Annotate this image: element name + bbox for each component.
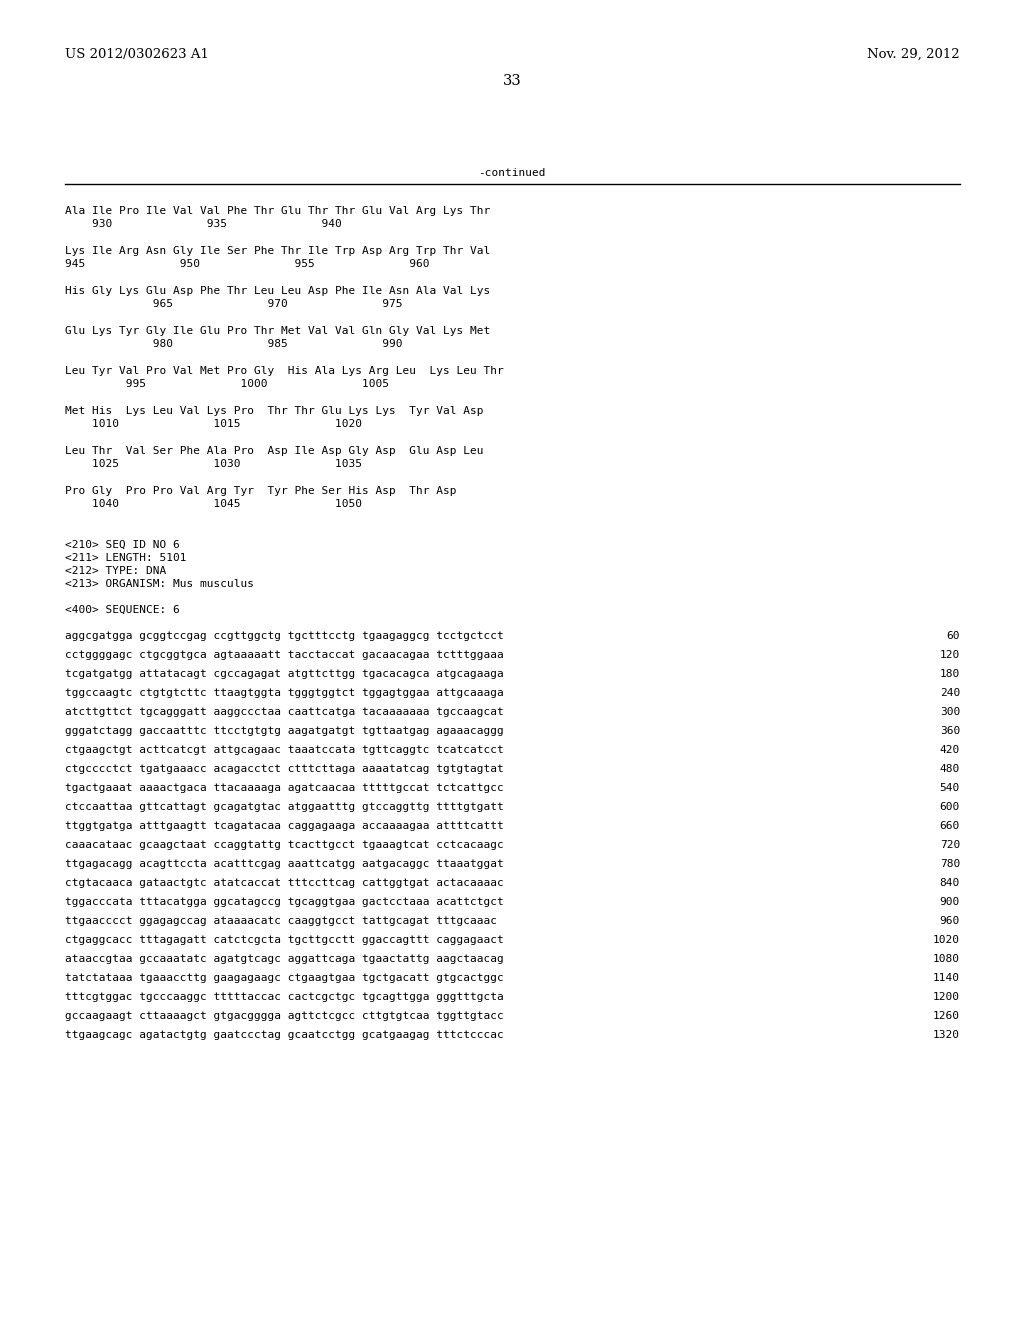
Text: ctgaagctgt acttcatcgt attgcagaac taaatccata tgttcaggtc tcatcatcct: ctgaagctgt acttcatcgt attgcagaac taaatcc… bbox=[65, 744, 504, 755]
Text: ataaccgtaa gccaaatatc agatgtcagc aggattcaga tgaactattg aagctaacag: ataaccgtaa gccaaatatc agatgtcagc aggattc… bbox=[65, 954, 504, 964]
Text: 995              1000              1005: 995 1000 1005 bbox=[65, 379, 389, 389]
Text: 1320: 1320 bbox=[933, 1030, 961, 1040]
Text: 980              985              990: 980 985 990 bbox=[65, 339, 402, 348]
Text: tggacccata tttacatgga ggcatagccg tgcaggtgaa gactcctaaa acattctgct: tggacccata tttacatgga ggcatagccg tgcaggt… bbox=[65, 898, 504, 907]
Text: ttgaagcagc agatactgtg gaatccctag gcaatcctgg gcatgaagag tttctcccac: ttgaagcagc agatactgtg gaatccctag gcaatcc… bbox=[65, 1030, 504, 1040]
Text: 960: 960 bbox=[940, 916, 961, 927]
Text: 120: 120 bbox=[940, 649, 961, 660]
Text: 33: 33 bbox=[503, 74, 521, 88]
Text: 945              950              955              960: 945 950 955 960 bbox=[65, 259, 429, 269]
Text: 1040              1045              1050: 1040 1045 1050 bbox=[65, 499, 362, 510]
Text: Glu Lys Tyr Gly Ile Glu Pro Thr Met Val Val Gln Gly Val Lys Met: Glu Lys Tyr Gly Ile Glu Pro Thr Met Val … bbox=[65, 326, 490, 337]
Text: 780: 780 bbox=[940, 859, 961, 869]
Text: ttgagacagg acagttccta acatttcgag aaattcatgg aatgacaggc ttaaatggat: ttgagacagg acagttccta acatttcgag aaattca… bbox=[65, 859, 504, 869]
Text: 840: 840 bbox=[940, 878, 961, 888]
Text: Ala Ile Pro Ile Val Val Phe Thr Glu Thr Thr Glu Val Arg Lys Thr: Ala Ile Pro Ile Val Val Phe Thr Glu Thr … bbox=[65, 206, 490, 216]
Text: 1140: 1140 bbox=[933, 973, 961, 983]
Text: Met His  Lys Leu Val Lys Pro  Thr Thr Glu Lys Lys  Tyr Val Asp: Met His Lys Leu Val Lys Pro Thr Thr Glu … bbox=[65, 407, 483, 416]
Text: caaacataac gcaagctaat ccaggtattg tcacttgcct tgaaagtcat cctcacaagc: caaacataac gcaagctaat ccaggtattg tcacttg… bbox=[65, 840, 504, 850]
Text: ctgtacaaca gataactgtc atatcaccat tttccttcag cattggtgat actacaaaac: ctgtacaaca gataactgtc atatcaccat tttcctt… bbox=[65, 878, 504, 888]
Text: 1025              1030              1035: 1025 1030 1035 bbox=[65, 459, 362, 469]
Text: <400> SEQUENCE: 6: <400> SEQUENCE: 6 bbox=[65, 605, 180, 615]
Text: 1080: 1080 bbox=[933, 954, 961, 964]
Text: ctgaggcacc tttagagatt catctcgcta tgcttgcctt ggaccagttt caggagaact: ctgaggcacc tttagagatt catctcgcta tgcttgc… bbox=[65, 935, 504, 945]
Text: ttggtgatga atttgaagtt tcagatacaa caggagaaga accaaaagaa attttcattt: ttggtgatga atttgaagtt tcagatacaa caggaga… bbox=[65, 821, 504, 832]
Text: 60: 60 bbox=[946, 631, 961, 642]
Text: 240: 240 bbox=[940, 688, 961, 698]
Text: 660: 660 bbox=[940, 821, 961, 832]
Text: <210> SEQ ID NO 6: <210> SEQ ID NO 6 bbox=[65, 540, 180, 550]
Text: Lys Ile Arg Asn Gly Ile Ser Phe Thr Ile Trp Asp Arg Trp Thr Val: Lys Ile Arg Asn Gly Ile Ser Phe Thr Ile … bbox=[65, 246, 490, 256]
Text: 180: 180 bbox=[940, 669, 961, 678]
Text: tcgatgatgg attatacagt cgccagagat atgttcttgg tgacacagca atgcagaaga: tcgatgatgg attatacagt cgccagagat atgttct… bbox=[65, 669, 504, 678]
Text: <212> TYPE: DNA: <212> TYPE: DNA bbox=[65, 566, 166, 576]
Text: 300: 300 bbox=[940, 708, 961, 717]
Text: tggccaagtc ctgtgtcttc ttaagtggta tgggtggtct tggagtggaa attgcaaaga: tggccaagtc ctgtgtcttc ttaagtggta tgggtgg… bbox=[65, 688, 504, 698]
Text: <213> ORGANISM: Mus musculus: <213> ORGANISM: Mus musculus bbox=[65, 579, 254, 589]
Text: 900: 900 bbox=[940, 898, 961, 907]
Text: Leu Tyr Val Pro Val Met Pro Gly  His Ala Lys Arg Leu  Lys Leu Thr: Leu Tyr Val Pro Val Met Pro Gly His Ala … bbox=[65, 366, 504, 376]
Text: Nov. 29, 2012: Nov. 29, 2012 bbox=[867, 48, 961, 61]
Text: aggcgatgga gcggtccgag ccgttggctg tgctttcctg tgaagaggcg tcctgctcct: aggcgatgga gcggtccgag ccgttggctg tgctttc… bbox=[65, 631, 504, 642]
Text: Pro Gly  Pro Pro Val Arg Tyr  Tyr Phe Ser His Asp  Thr Asp: Pro Gly Pro Pro Val Arg Tyr Tyr Phe Ser … bbox=[65, 486, 457, 496]
Text: gccaagaagt cttaaaagct gtgacgggga agttctcgcc cttgtgtcaa tggttgtacc: gccaagaagt cttaaaagct gtgacgggga agttctc… bbox=[65, 1011, 504, 1020]
Text: ctgcccctct tgatgaaacc acagacctct ctttcttaga aaaatatcag tgtgtagtat: ctgcccctct tgatgaaacc acagacctct ctttctt… bbox=[65, 764, 504, 774]
Text: atcttgttct tgcagggatt aaggccctaa caattcatga tacaaaaaaa tgccaagcat: atcttgttct tgcagggatt aaggccctaa caattca… bbox=[65, 708, 504, 717]
Text: tatctataaa tgaaaccttg gaagagaagc ctgaagtgaa tgctgacatt gtgcactggc: tatctataaa tgaaaccttg gaagagaagc ctgaagt… bbox=[65, 973, 504, 983]
Text: 1020: 1020 bbox=[933, 935, 961, 945]
Text: 420: 420 bbox=[940, 744, 961, 755]
Text: cctggggagc ctgcggtgca agtaaaaatt tacctaccat gacaacagaa tctttggaaa: cctggggagc ctgcggtgca agtaaaaatt tacctac… bbox=[65, 649, 504, 660]
Text: -continued: -continued bbox=[478, 168, 546, 178]
Text: His Gly Lys Glu Asp Phe Thr Leu Leu Asp Phe Ile Asn Ala Val Lys: His Gly Lys Glu Asp Phe Thr Leu Leu Asp … bbox=[65, 286, 490, 296]
Text: 930              935              940: 930 935 940 bbox=[65, 219, 342, 228]
Text: tgactgaaat aaaactgaca ttacaaaaga agatcaacaa tttttgccat tctcattgcc: tgactgaaat aaaactgaca ttacaaaaga agatcaa… bbox=[65, 783, 504, 793]
Text: 1260: 1260 bbox=[933, 1011, 961, 1020]
Text: 720: 720 bbox=[940, 840, 961, 850]
Text: 1200: 1200 bbox=[933, 993, 961, 1002]
Text: Leu Thr  Val Ser Phe Ala Pro  Asp Ile Asp Gly Asp  Glu Asp Leu: Leu Thr Val Ser Phe Ala Pro Asp Ile Asp … bbox=[65, 446, 483, 455]
Text: ttgaacccct ggagagccag ataaaacatc caaggtgcct tattgcagat tttgcaaac: ttgaacccct ggagagccag ataaaacatc caaggtg… bbox=[65, 916, 497, 927]
Text: 540: 540 bbox=[940, 783, 961, 793]
Text: 965              970              975: 965 970 975 bbox=[65, 300, 402, 309]
Text: 360: 360 bbox=[940, 726, 961, 737]
Text: tttcgtggac tgcccaaggc tttttaccac cactcgctgc tgcagttgga gggtttgcta: tttcgtggac tgcccaaggc tttttaccac cactcgc… bbox=[65, 993, 504, 1002]
Text: 1010              1015              1020: 1010 1015 1020 bbox=[65, 418, 362, 429]
Text: ctccaattaa gttcattagt gcagatgtac atggaatttg gtccaggttg ttttgtgatt: ctccaattaa gttcattagt gcagatgtac atggaat… bbox=[65, 803, 504, 812]
Text: 480: 480 bbox=[940, 764, 961, 774]
Text: 600: 600 bbox=[940, 803, 961, 812]
Text: <211> LENGTH: 5101: <211> LENGTH: 5101 bbox=[65, 553, 186, 564]
Text: US 2012/0302623 A1: US 2012/0302623 A1 bbox=[65, 48, 209, 61]
Text: gggatctagg gaccaatttc ttcctgtgtg aagatgatgt tgttaatgag agaaacaggg: gggatctagg gaccaatttc ttcctgtgtg aagatga… bbox=[65, 726, 504, 737]
